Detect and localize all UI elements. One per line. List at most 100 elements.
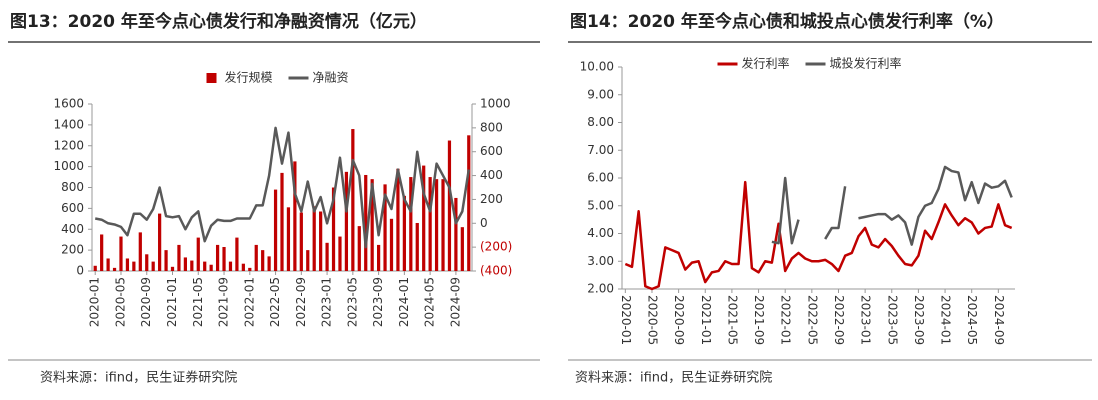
bar <box>319 211 323 271</box>
bar <box>100 234 104 271</box>
bar <box>151 261 155 271</box>
x-tick-label: 2020-05 <box>645 295 659 345</box>
bar <box>383 184 387 271</box>
x-tick-label: 2024-09 <box>992 295 1006 345</box>
bar <box>338 236 342 271</box>
bar <box>396 168 400 271</box>
x-tick-label: 2023-09 <box>371 277 385 327</box>
bar <box>357 226 361 271</box>
x-tick-label: 2024-01 <box>939 295 953 345</box>
y-tick-label: 3.00 <box>587 254 614 268</box>
bar <box>299 212 303 271</box>
x-tick-label: 2024-09 <box>448 277 462 327</box>
x-tick-label: 2024-05 <box>965 295 979 345</box>
legend-label: 城投发行利率 <box>830 56 902 71</box>
bar <box>241 263 245 271</box>
y2-tick-label: 400 <box>480 168 503 182</box>
bar <box>460 227 464 271</box>
x-tick-label: 2022-01 <box>779 295 793 345</box>
y2-tick-label: 800 <box>480 120 503 134</box>
y-tick-label: 400 <box>61 222 84 236</box>
bar <box>306 250 310 271</box>
y2-tick-label: 200 <box>480 192 503 206</box>
bar <box>145 254 149 271</box>
bar <box>215 244 220 271</box>
bar <box>93 265 97 271</box>
bar <box>125 258 130 271</box>
bar <box>428 177 432 271</box>
y-tick-label: 9.00 <box>587 87 614 101</box>
y2-tick-label: 0 <box>480 216 488 230</box>
bar <box>196 237 200 271</box>
bar <box>286 207 291 271</box>
bar <box>377 244 381 271</box>
y-tick-label: 4.00 <box>587 226 614 240</box>
x-tick-label: 2021-05 <box>191 277 205 327</box>
bar <box>261 250 265 271</box>
x-tick-label: 2021-09 <box>752 295 766 345</box>
x-tick-label: 2021-05 <box>725 295 739 345</box>
legend-label: 发行规模 <box>225 70 273 85</box>
y2-tick-label: 600 <box>480 144 503 158</box>
bar <box>119 236 123 271</box>
bar <box>132 261 136 271</box>
x-tick-label: 2022-09 <box>832 295 846 345</box>
x-tick-label: 2024-01 <box>397 277 411 327</box>
bar <box>312 206 316 271</box>
bar <box>203 261 207 271</box>
chart-title: 图14：2020 年至今点心债和城投点心债发行利率（%） <box>570 11 1004 32</box>
y-tick-label: 600 <box>61 201 84 215</box>
y-tick-label: 6.00 <box>587 171 614 185</box>
bar <box>441 179 445 271</box>
x-tick-label: 2023-05 <box>345 277 359 327</box>
x-tick-label: 2020-09 <box>672 295 686 345</box>
y-tick-label: 7.00 <box>587 143 614 157</box>
bar <box>228 261 233 271</box>
bar <box>370 179 374 271</box>
y2-tick-label: 1000 <box>480 97 511 111</box>
x-tick-label: 2022-05 <box>805 295 819 345</box>
bar <box>112 267 117 271</box>
bar <box>235 237 239 271</box>
line-series <box>94 126 471 249</box>
x-tick-label: 2023-09 <box>912 295 926 345</box>
y-tick-label: 0 <box>76 264 84 278</box>
legend-swatch <box>206 73 217 83</box>
y-tick-label: 800 <box>61 180 84 194</box>
bar <box>364 174 368 271</box>
y-tick-label: 1600 <box>53 97 84 111</box>
bar <box>454 197 458 271</box>
bar <box>331 187 336 271</box>
x-tick-label: 2022-01 <box>242 277 256 327</box>
bar <box>158 213 162 271</box>
x-tick-label: 2020-09 <box>139 277 153 327</box>
bar <box>389 218 394 271</box>
x-tick-label: 2020-01 <box>88 277 102 327</box>
x-tick-label: 2022-09 <box>294 277 308 327</box>
y-tick-label: 10.00 <box>580 60 614 74</box>
line-series <box>624 180 1013 291</box>
x-tick-label: 2021-09 <box>217 277 231 327</box>
bar <box>106 258 110 271</box>
legend-label: 发行利率 <box>742 56 790 71</box>
bar <box>190 260 194 271</box>
x-tick-label: 2023-01 <box>320 277 334 327</box>
legend-label: 净融资 <box>313 71 349 85</box>
y-tick-label: 2.00 <box>587 282 614 296</box>
bar <box>164 250 168 271</box>
bar <box>177 244 181 271</box>
bar <box>254 244 258 271</box>
bar <box>409 177 413 271</box>
bar <box>422 165 426 271</box>
x-tick-label: 2021-01 <box>699 295 713 345</box>
bar <box>170 266 175 271</box>
x-tick-label: 2021-01 <box>165 277 179 327</box>
bar <box>222 246 226 271</box>
bar <box>467 135 471 271</box>
bar <box>325 242 329 271</box>
x-tick-label: 2022-05 <box>268 277 282 327</box>
bar <box>434 179 439 271</box>
y-tick-label: 200 <box>61 243 84 257</box>
y-tick-label: 5.00 <box>587 198 614 212</box>
